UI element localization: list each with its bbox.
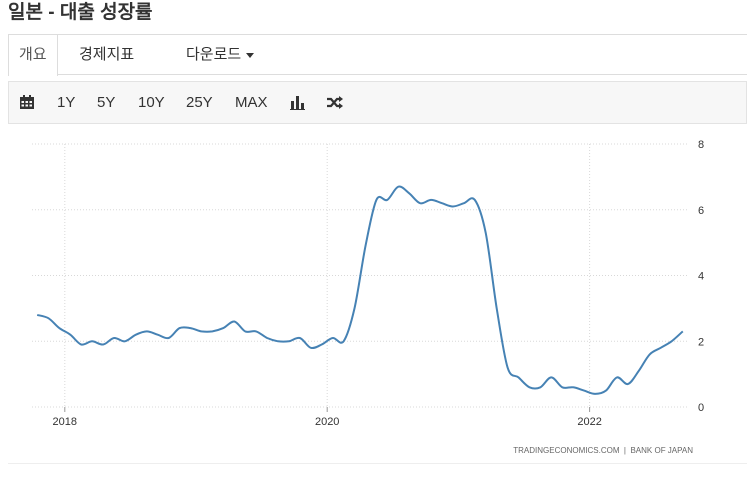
tab-indicators[interactable]: 경제지표 bbox=[79, 46, 135, 63]
bar-chart-icon[interactable] bbox=[290, 95, 305, 110]
x-tick-label: 2022 bbox=[577, 416, 601, 428]
tab-download[interactable]: 다운로드 bbox=[186, 35, 255, 75]
tab-download-label: 다운로드 bbox=[186, 46, 242, 63]
source-label: TRADINGECONOMICS.COM | BANK OF JAPAN bbox=[513, 446, 693, 455]
shuffle-icon[interactable] bbox=[326, 95, 344, 110]
page-title: 일본 - 대출 성장률 bbox=[8, 2, 153, 23]
range-5y-button[interactable]: 5Y bbox=[97, 94, 116, 111]
y-tick-label: 0 bbox=[698, 402, 704, 414]
tab-overview[interactable]: 개요 bbox=[8, 35, 58, 76]
y-axis-labels: 0 2 4 6 8 bbox=[698, 139, 704, 414]
y-tick-label: 4 bbox=[698, 271, 704, 283]
x-axis-labels: 2018 2020 2022 bbox=[53, 416, 602, 428]
caret-down-icon bbox=[246, 52, 255, 58]
range-10y-button[interactable]: 10Y bbox=[138, 94, 165, 111]
range-1y-button[interactable]: 1Y bbox=[57, 94, 76, 111]
tab-bar: 개요 경제지표 다운로드 bbox=[8, 34, 747, 76]
chart-area: 0 2 4 6 8 2018 2020 2022 TRADINGECONOMICS.COM … bbox=[8, 124, 747, 464]
x-tick-label: 2020 bbox=[315, 416, 339, 428]
y-tick-label: 2 bbox=[698, 336, 704, 348]
x-tick-label: 2018 bbox=[53, 416, 77, 428]
y-tick-label: 6 bbox=[698, 205, 704, 217]
y-tick-label: 8 bbox=[698, 139, 704, 151]
range-max-button[interactable]: MAX bbox=[235, 94, 268, 111]
horizontal-grid bbox=[32, 143, 688, 408]
vertical-grid bbox=[64, 144, 591, 412]
range-25y-button[interactable]: 25Y bbox=[186, 94, 213, 111]
chart-toolbar: 1Y 5Y 10Y 25Y MAX bbox=[8, 81, 747, 124]
calendar-icon[interactable] bbox=[19, 95, 35, 110]
loan-growth-chart: 0 2 4 6 8 2018 2020 2022 TRADINGECONOMICS.COM … bbox=[32, 139, 704, 455]
series-line bbox=[36, 185, 684, 395]
